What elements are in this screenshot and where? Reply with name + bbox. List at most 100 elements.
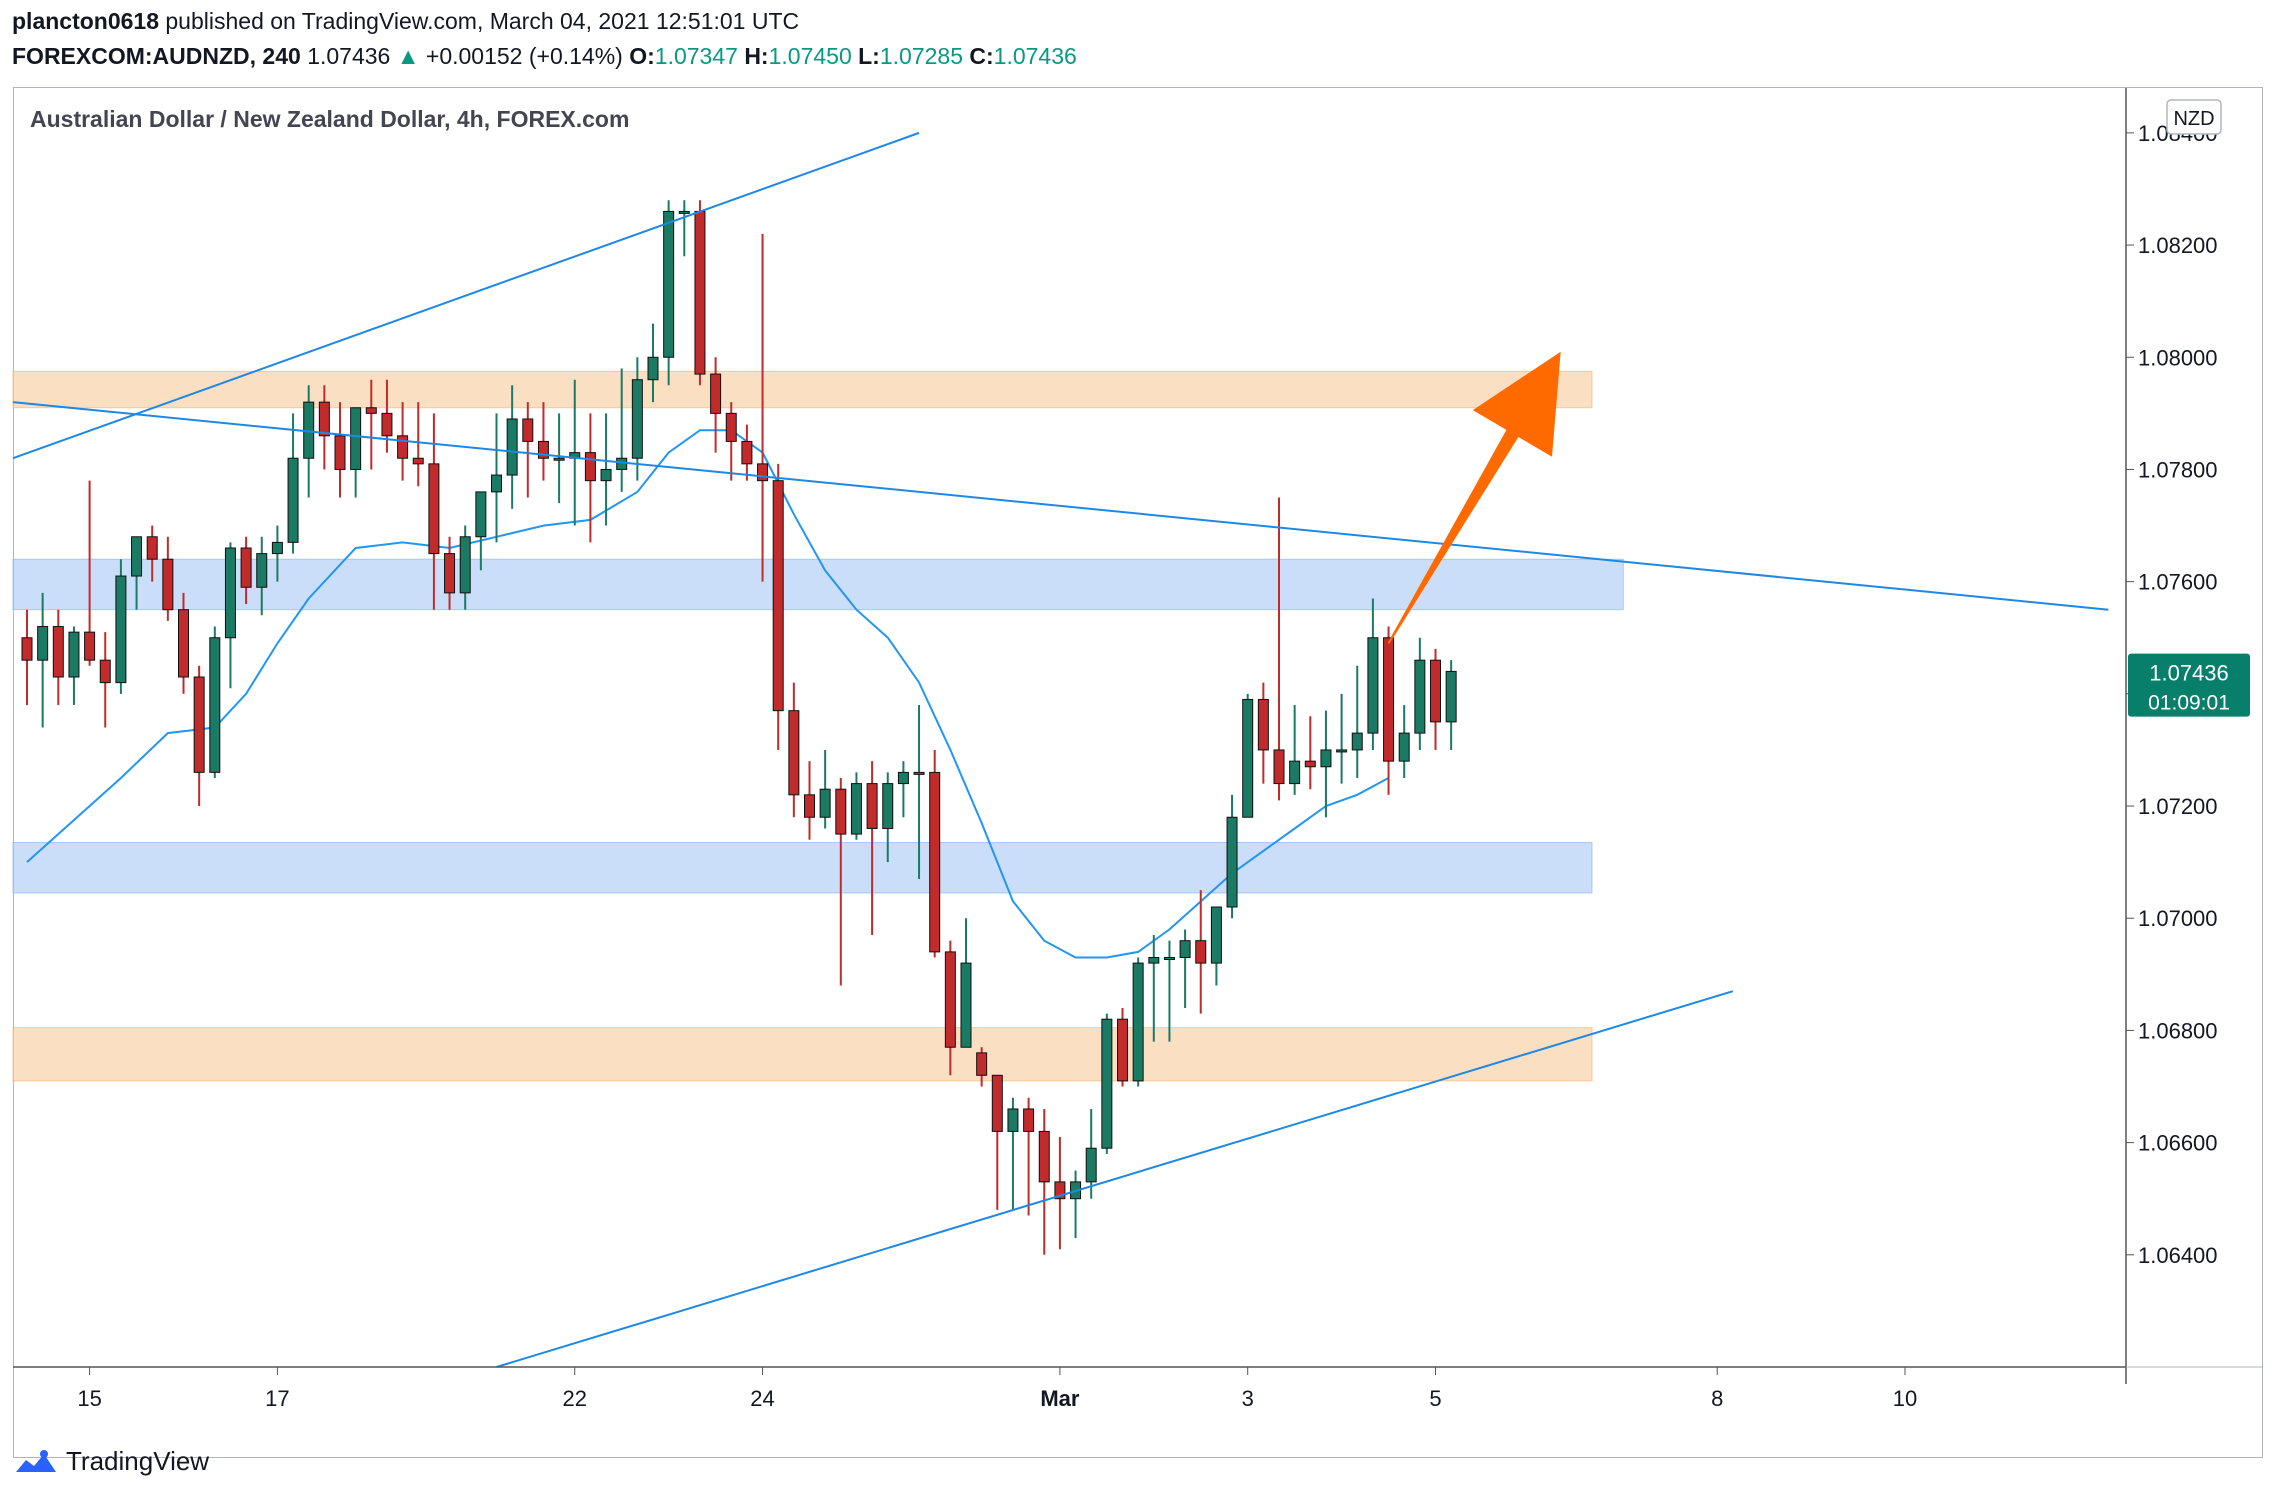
candle-body: [694, 210, 706, 375]
time-tick-label: 17: [265, 1386, 289, 1411]
candle-body: [584, 452, 596, 482]
symbol-label: FOREXCOM:AUDNZD, 240: [12, 43, 301, 69]
chart-frame: [13, 87, 2263, 1458]
candle-body: [944, 951, 956, 1048]
time-tick-label: 3: [1242, 1386, 1254, 1411]
price-tick-label: 1.06400: [2138, 1243, 2218, 1268]
chart-title: Australian Dollar / New Zealand Dollar, …: [30, 106, 630, 132]
candle-body: [897, 771, 909, 785]
last-price-tag: [2128, 653, 2250, 717]
candle-body: [334, 435, 346, 470]
tradingview-logo-icon: [16, 1449, 56, 1472]
close-value: 1.07436: [993, 43, 1077, 69]
price-tick-label: 1.08000: [2138, 345, 2218, 370]
candle-body: [522, 418, 534, 442]
candle-body: [757, 463, 769, 482]
candle-body: [397, 435, 409, 459]
candle-body: [1289, 760, 1301, 785]
price-tick-label: 1.07600: [2138, 570, 2218, 595]
close-label: C:: [969, 43, 994, 69]
candle-body: [412, 457, 424, 465]
trendline: [496, 990, 1734, 1368]
candle-body: [678, 210, 690, 214]
candle-body: [1195, 940, 1207, 964]
candle-body: [146, 536, 158, 560]
candle-body: [631, 379, 643, 459]
candle-body: [256, 553, 268, 588]
trendlines-layer: [12, 131, 2109, 1368]
candle-body: [1367, 637, 1379, 734]
candle-body: [1132, 962, 1144, 1082]
candle-body: [772, 480, 784, 712]
candle-body: [21, 637, 33, 661]
open-value: 1.07347: [654, 43, 738, 69]
candle-body: [240, 547, 252, 588]
supply-zone: [12, 370, 1593, 409]
symbol-line: FOREXCOM:AUDNZD, 240 1.07436 ▲ +0.00152 …: [12, 43, 1077, 70]
tradingview-brand[interactable]: TradingView: [14, 1446, 209, 1477]
candle-body: [991, 1074, 1003, 1132]
candle-body: [271, 541, 283, 555]
time-tick-label: 24: [750, 1386, 774, 1411]
candle-body: [960, 962, 972, 1048]
demand-zone: [12, 558, 1624, 611]
candle-body: [1226, 816, 1238, 908]
candle-body: [444, 553, 456, 594]
time-tick-label: 5: [1429, 1386, 1441, 1411]
trendline: [12, 131, 920, 460]
moving-average-line: [26, 429, 1389, 959]
candle-body: [647, 356, 659, 381]
price-change: +0.00152 (+0.14%): [425, 43, 623, 69]
currency-badge: [2166, 99, 2222, 135]
candle-body: [1023, 1108, 1035, 1132]
candle-body: [1054, 1181, 1066, 1200]
candle-body: [428, 463, 440, 555]
candle-body: [1273, 749, 1285, 785]
zones-layer: [12, 370, 1624, 1082]
candle-body: [491, 474, 502, 493]
candle-body: [209, 637, 221, 773]
candle-body: [788, 710, 800, 796]
candle-body: [318, 401, 330, 437]
candle-body: [178, 609, 189, 678]
candle-body: [1320, 749, 1332, 768]
candle-body: [224, 547, 236, 639]
candle-body: [1351, 732, 1363, 751]
candle-body: [976, 1052, 988, 1076]
time-tick-label: 10: [1893, 1386, 1917, 1411]
high-label: H:: [744, 43, 769, 69]
candle-body: [1242, 698, 1254, 818]
candle-body: [553, 457, 565, 461]
author-name[interactable]: plancton0618: [12, 8, 159, 34]
candle-body: [835, 788, 847, 835]
open-label: O:: [629, 43, 655, 69]
candle-body: [84, 631, 96, 661]
time-tick-label: 15: [77, 1386, 101, 1411]
candle-body: [475, 491, 487, 538]
candle-body: [537, 440, 549, 459]
publish-info: plancton0618 published on TradingView.co…: [12, 8, 799, 35]
axes-layer: 1.084001.082001.080001.078001.076001.074…: [13, 88, 2262, 1411]
candle-body: [381, 412, 393, 437]
candle-body: [52, 626, 64, 678]
candle-body: [459, 536, 471, 594]
candle-body: [1007, 1108, 1019, 1132]
candle-body: [1383, 637, 1395, 762]
candle-body: [1179, 940, 1191, 958]
trendline: [12, 401, 2109, 611]
last-price: 1.07436: [307, 43, 391, 69]
published-text: published on TradingView.com, March 04, …: [165, 8, 800, 34]
candle-body: [1430, 659, 1441, 723]
candle-body: [600, 468, 612, 482]
candle-body: [365, 407, 377, 414]
candle-body: [193, 676, 205, 773]
supply-zone: [12, 1027, 1593, 1082]
price-tick-label: 1.06800: [2138, 1018, 2218, 1043]
candle-body: [350, 407, 362, 470]
high-value: 1.07450: [768, 43, 852, 69]
candle-body: [1257, 698, 1269, 751]
candles-layer: [21, 200, 1457, 1255]
arrow-layer: [1387, 351, 1561, 644]
candle-body: [131, 536, 143, 577]
